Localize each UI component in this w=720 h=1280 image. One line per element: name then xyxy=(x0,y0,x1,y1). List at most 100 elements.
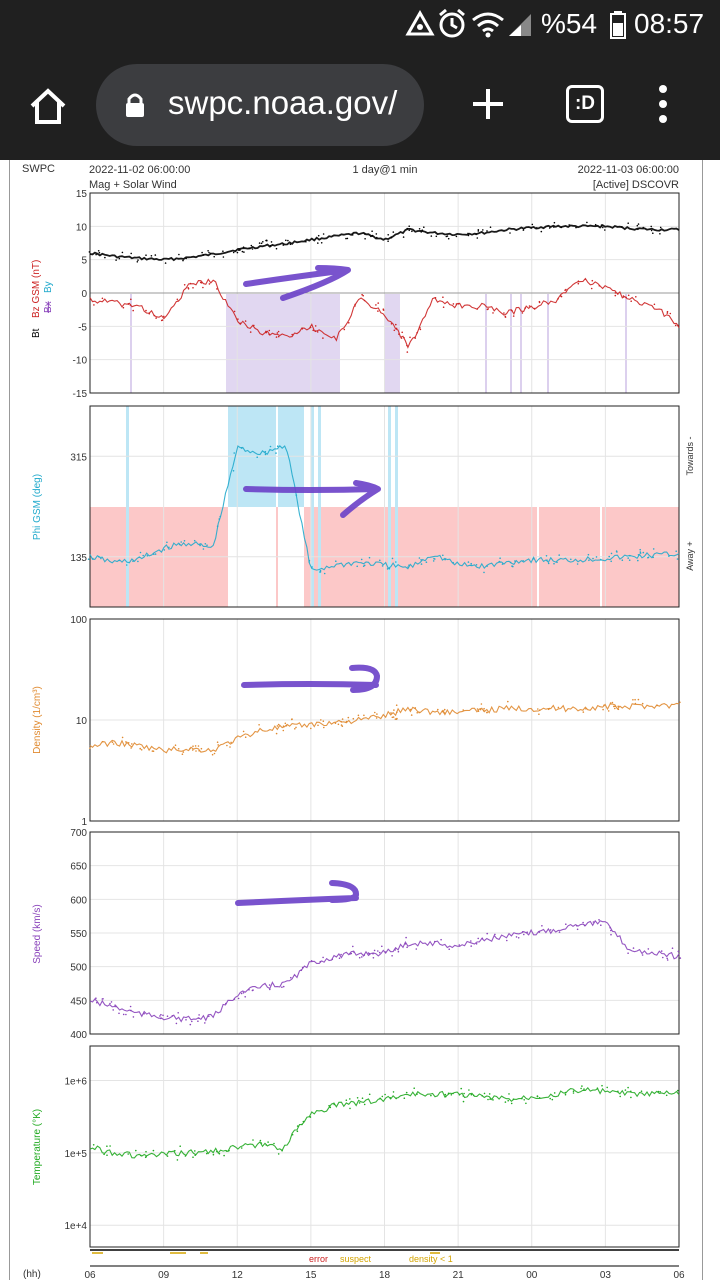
data-point xyxy=(395,561,397,563)
data-point xyxy=(379,1097,381,1100)
data-point xyxy=(572,1090,575,1092)
data-point xyxy=(521,312,524,314)
data-point xyxy=(122,1013,125,1016)
data-point xyxy=(637,223,640,225)
data-point xyxy=(269,988,271,991)
data-point xyxy=(452,561,455,564)
data-point xyxy=(166,1155,169,1157)
data-point xyxy=(404,943,407,945)
new-tab-icon[interactable] xyxy=(470,86,506,122)
data-point xyxy=(97,250,100,252)
data-point xyxy=(425,561,428,563)
data-point xyxy=(341,725,344,727)
series-line-density-0 xyxy=(89,702,680,754)
data-point xyxy=(511,309,513,312)
y-tick-label: 100 xyxy=(70,615,87,626)
data-point xyxy=(477,230,480,232)
y-tick-label: 10 xyxy=(76,716,88,727)
data-point xyxy=(381,945,383,948)
data-point xyxy=(488,1093,491,1095)
address-bar[interactable]: swpc.noaa.gov/ xyxy=(96,64,424,146)
data-point xyxy=(486,565,488,567)
data-point xyxy=(260,242,263,245)
series-line-temperature-0 xyxy=(89,1087,680,1159)
data-point xyxy=(145,254,147,256)
home-icon[interactable] xyxy=(28,86,68,126)
data-point xyxy=(468,1089,470,1091)
data-point xyxy=(558,931,561,933)
data-point xyxy=(258,242,261,244)
data-point xyxy=(410,714,413,716)
tab-switcher-icon[interactable]: :D xyxy=(566,85,604,123)
data-point xyxy=(586,221,588,224)
data-point xyxy=(277,330,280,333)
data-point xyxy=(406,946,408,949)
data-point xyxy=(162,1014,164,1017)
phi-towards-band xyxy=(388,406,391,607)
data-point xyxy=(233,310,236,313)
data-point xyxy=(269,244,272,247)
data-point xyxy=(354,305,356,307)
data-point xyxy=(625,296,627,299)
data-point xyxy=(476,308,479,310)
data-point xyxy=(323,726,325,729)
x-tick-label: 06 xyxy=(673,1270,685,1280)
data-point xyxy=(296,1125,299,1127)
data-point xyxy=(418,228,421,230)
data-point xyxy=(204,543,207,545)
data-point xyxy=(401,331,404,334)
data-point xyxy=(372,957,375,959)
data-point xyxy=(345,720,348,723)
data-point xyxy=(101,740,104,743)
data-point xyxy=(377,950,379,952)
data-point xyxy=(252,989,254,991)
data-point xyxy=(677,324,679,327)
data-point xyxy=(310,727,312,730)
data-point xyxy=(512,565,514,568)
data-point xyxy=(477,229,480,231)
data-point xyxy=(472,1094,475,1097)
data-point xyxy=(111,741,114,743)
data-point xyxy=(282,729,285,732)
y-tick-label: -5 xyxy=(78,322,87,333)
data-point xyxy=(363,299,366,302)
data-point xyxy=(275,452,277,454)
data-point xyxy=(587,553,590,556)
data-point xyxy=(118,559,120,562)
data-point xyxy=(290,976,292,979)
data-point xyxy=(160,1013,162,1016)
data-point xyxy=(659,1091,661,1093)
series-line-mag-1 xyxy=(89,277,680,349)
data-point xyxy=(148,312,151,315)
data-point xyxy=(341,718,344,720)
data-point xyxy=(163,549,166,551)
data-saver-icon xyxy=(405,10,435,36)
data-point xyxy=(545,555,548,557)
data-point xyxy=(637,228,639,231)
data-point xyxy=(109,1145,111,1147)
bz-southward-shade xyxy=(130,294,132,393)
data-point xyxy=(100,557,102,560)
data-point xyxy=(202,254,205,256)
data-point xyxy=(277,723,280,726)
data-point xyxy=(135,1149,137,1152)
data-point xyxy=(443,708,446,711)
data-point xyxy=(448,948,451,950)
data-point xyxy=(483,709,485,712)
data-point xyxy=(434,297,437,299)
data-point xyxy=(302,1120,305,1123)
y-tick-label: 1e+4 xyxy=(64,1221,87,1232)
data-point xyxy=(538,300,541,303)
menu-icon[interactable] xyxy=(655,84,671,124)
data-point xyxy=(130,252,132,255)
data-point xyxy=(598,285,601,287)
data-point xyxy=(319,569,322,572)
data-point xyxy=(622,295,625,297)
data-point xyxy=(499,557,501,559)
data-point xyxy=(242,246,245,248)
data-point xyxy=(276,332,279,334)
data-point xyxy=(349,953,351,955)
data-point xyxy=(679,701,681,704)
y-tick-label: 450 xyxy=(70,996,87,1007)
y-tick-label: 5 xyxy=(81,256,87,267)
